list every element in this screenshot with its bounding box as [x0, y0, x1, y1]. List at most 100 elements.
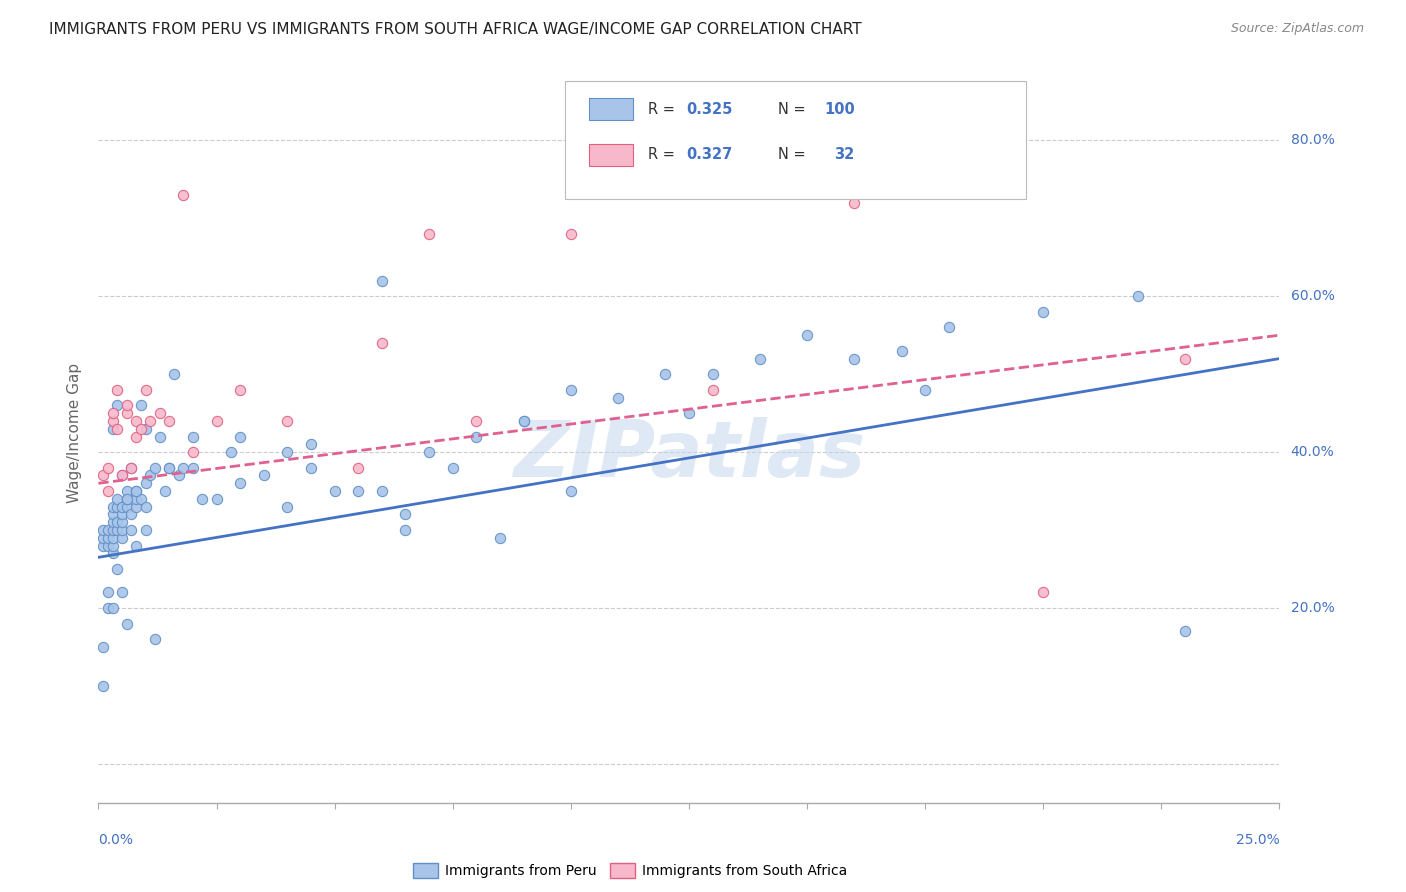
Point: [347, 484, 370, 499]
Point: [135, 500, 157, 514]
Point: [560, 227, 582, 241]
Point: [125, 484, 148, 499]
Point: [607, 391, 630, 405]
Point: [276, 414, 298, 428]
Point: [111, 508, 134, 522]
Point: [101, 523, 124, 537]
Point: [135, 523, 157, 537]
Text: 0.0%: 0.0%: [98, 833, 134, 847]
Point: [111, 515, 134, 529]
Point: [121, 460, 143, 475]
Point: [1126, 289, 1149, 303]
Point: [489, 531, 512, 545]
Point: [157, 414, 180, 428]
Point: [101, 601, 124, 615]
Point: [191, 491, 214, 506]
Text: 0.327: 0.327: [686, 147, 733, 162]
Point: [844, 351, 866, 366]
Point: [418, 445, 440, 459]
Point: [97, 531, 120, 545]
Point: [702, 367, 724, 381]
Point: [111, 531, 134, 545]
Point: [418, 227, 440, 241]
Point: [129, 422, 152, 436]
Point: [1032, 305, 1054, 319]
Point: [97, 539, 120, 553]
Point: [163, 367, 186, 381]
Point: [97, 484, 120, 499]
Point: [125, 500, 148, 514]
Text: 0.325: 0.325: [686, 102, 733, 117]
Text: ZIPatlas: ZIPatlas: [513, 417, 865, 493]
Point: [91, 640, 114, 654]
Point: [111, 468, 134, 483]
Point: [560, 484, 582, 499]
Point: [97, 460, 120, 475]
Point: [121, 460, 143, 475]
Point: [149, 406, 172, 420]
Point: [121, 523, 143, 537]
Text: 20.0%: 20.0%: [1291, 601, 1334, 615]
Point: [914, 383, 936, 397]
Point: [143, 632, 166, 647]
Point: [229, 476, 252, 491]
Point: [253, 468, 276, 483]
Point: [938, 320, 960, 334]
Point: [91, 539, 114, 553]
Point: [323, 484, 346, 499]
FancyBboxPatch shape: [565, 81, 1025, 200]
Legend: Immigrants from Peru, Immigrants from South Africa: Immigrants from Peru, Immigrants from So…: [406, 858, 853, 884]
Text: 100: 100: [825, 102, 855, 117]
Point: [465, 429, 488, 443]
Point: [149, 429, 172, 443]
Point: [796, 328, 818, 343]
Point: [115, 398, 138, 412]
Point: [115, 491, 138, 506]
Point: [394, 523, 416, 537]
Point: [560, 383, 582, 397]
Point: [111, 585, 134, 599]
Point: [465, 414, 488, 428]
Point: [512, 414, 534, 428]
Text: 25.0%: 25.0%: [1236, 833, 1279, 847]
Point: [111, 468, 134, 483]
Point: [121, 508, 143, 522]
Point: [1174, 624, 1197, 639]
Point: [205, 491, 228, 506]
Point: [347, 460, 370, 475]
Point: [129, 398, 152, 412]
Point: [276, 500, 298, 514]
Point: [105, 562, 128, 576]
Point: [135, 422, 157, 436]
Point: [890, 343, 912, 358]
Point: [135, 383, 157, 397]
Point: [125, 414, 148, 428]
Point: [101, 414, 124, 428]
Point: [97, 585, 120, 599]
Point: [97, 601, 120, 615]
Point: [143, 460, 166, 475]
Text: R =: R =: [648, 147, 679, 162]
Point: [181, 460, 204, 475]
Point: [105, 491, 128, 506]
Point: [205, 414, 228, 428]
Text: IMMIGRANTS FROM PERU VS IMMIGRANTS FROM SOUTH AFRICA WAGE/INCOME GAP CORRELATION: IMMIGRANTS FROM PERU VS IMMIGRANTS FROM …: [49, 22, 862, 37]
Point: [654, 367, 676, 381]
Point: [101, 508, 124, 522]
Point: [678, 406, 700, 420]
Text: 80.0%: 80.0%: [1291, 134, 1334, 147]
Point: [115, 491, 138, 506]
Point: [129, 491, 152, 506]
Y-axis label: Wage/Income Gap: Wage/Income Gap: [67, 362, 83, 503]
Point: [299, 460, 322, 475]
Point: [139, 414, 162, 428]
Point: [371, 484, 394, 499]
Point: [105, 500, 128, 514]
Point: [101, 422, 124, 436]
FancyBboxPatch shape: [589, 144, 634, 166]
FancyBboxPatch shape: [589, 98, 634, 120]
Point: [101, 500, 124, 514]
Point: [91, 523, 114, 537]
Point: [111, 500, 134, 514]
Point: [172, 188, 194, 202]
